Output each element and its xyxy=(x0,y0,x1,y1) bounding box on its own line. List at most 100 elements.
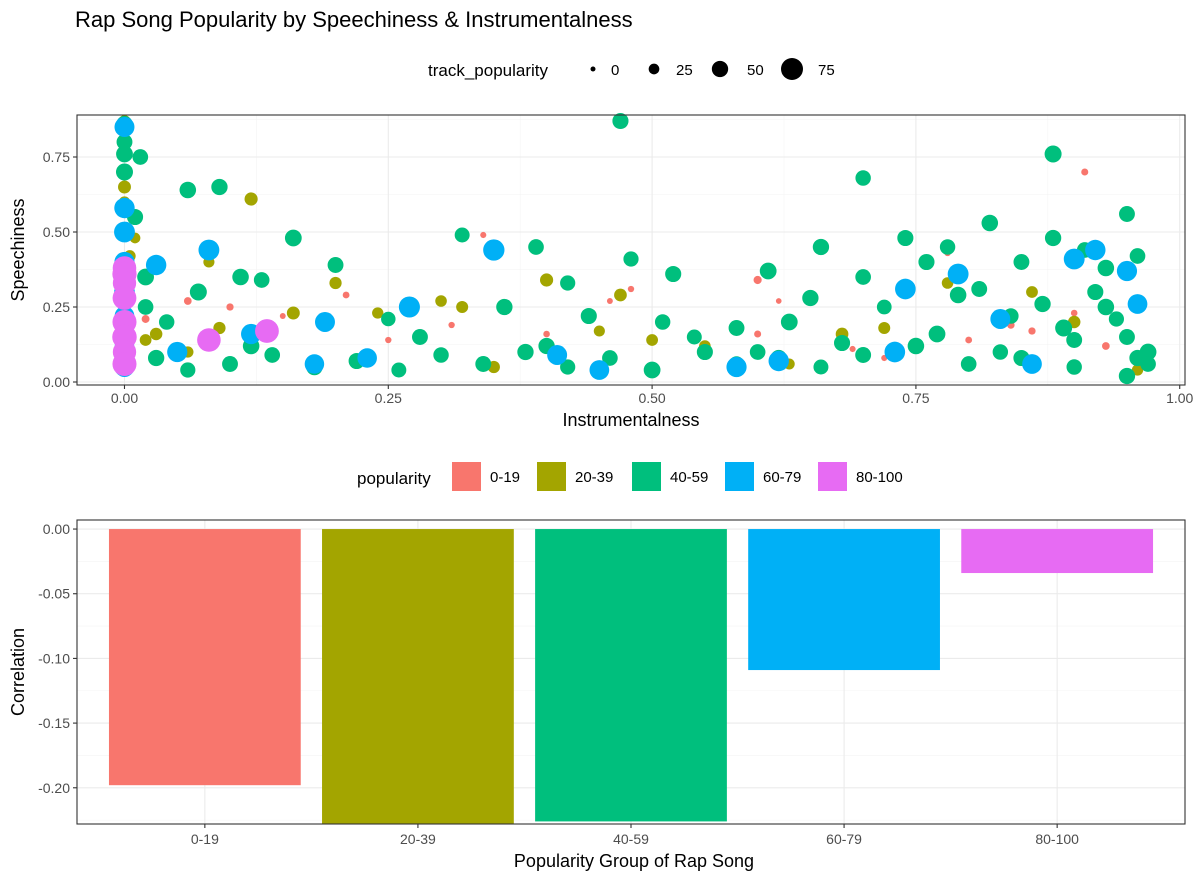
scatter-point-60-79 xyxy=(167,341,188,363)
scatter-point-40-59 xyxy=(686,329,702,345)
color-legend-key-80-100 xyxy=(818,462,847,491)
scatter-point-40-59 xyxy=(759,262,777,280)
scatter-x-tick-label: 1.00 xyxy=(1166,390,1193,406)
scatter-point-40-59 xyxy=(475,356,492,372)
scatter-point-80-100 xyxy=(112,286,137,310)
scatter-point-40-59 xyxy=(180,362,196,378)
scatter-point-60-79 xyxy=(114,117,135,137)
scatter-point-60-79 xyxy=(895,278,916,300)
scatter-point-20-39 xyxy=(540,273,554,287)
scatter-point-40-59 xyxy=(179,181,197,199)
scatter-point-40-59 xyxy=(981,214,999,232)
scatter-y-tick-label: 0.00 xyxy=(43,374,70,390)
scatter-point-40-59 xyxy=(189,283,207,301)
scatter-point-40-59 xyxy=(391,362,407,378)
scatter-point-40-59 xyxy=(232,268,249,286)
scatter-point-60-79 xyxy=(768,350,789,372)
scatter-point-40-59 xyxy=(137,299,154,315)
scatter-point-60-79 xyxy=(357,348,377,368)
scatter-point-40-59 xyxy=(802,289,819,307)
scatter-point-0-19 xyxy=(543,330,550,338)
scatter-point-40-59 xyxy=(1087,283,1104,301)
scatter-point-60-79 xyxy=(1022,354,1042,374)
scatter-point-40-59 xyxy=(1097,259,1115,277)
scatter-point-20-39 xyxy=(614,288,627,302)
scatter-point-40-59 xyxy=(222,356,238,372)
color-legend-key-20-39 xyxy=(537,462,566,491)
scatter-point-40-59 xyxy=(654,314,671,330)
scatter-point-40-59 xyxy=(1044,229,1062,247)
bar-80-100 xyxy=(961,529,1154,574)
bar-40-59 xyxy=(535,529,727,822)
color-legend-label-40-59: 40-59 xyxy=(670,469,708,486)
scatter-point-40-59 xyxy=(517,343,534,361)
size-legend-title: track_popularity xyxy=(428,61,549,80)
scatter-point-40-59 xyxy=(897,229,914,247)
scatter-point-0-19 xyxy=(183,297,192,305)
scatter-point-40-59 xyxy=(115,163,133,181)
scatter-point-60-79 xyxy=(114,221,135,243)
scatter-point-20-39 xyxy=(329,276,342,290)
color-legend-key-60-79 xyxy=(725,462,754,491)
color-legend-items: 0-19 20-39 40-59 60-79 80-100 xyxy=(452,462,903,491)
scatter-point-60-79 xyxy=(398,296,420,318)
scatter-point-40-59 xyxy=(907,337,925,355)
scatter-point-40-59 xyxy=(1066,359,1082,375)
scatter-point-0-19 xyxy=(1081,168,1089,176)
scatter-point-0-19 xyxy=(1101,342,1110,350)
scatter-point-40-59 xyxy=(876,299,892,315)
scatter-point-40-59 xyxy=(812,238,830,256)
size-legend-label-50: 50 xyxy=(747,62,764,79)
scatter-point-40-59 xyxy=(116,145,133,163)
color-legend-label-60-79: 60-79 xyxy=(763,469,801,486)
scatter-point-40-59 xyxy=(496,298,513,316)
color-legend-key-40-59 xyxy=(632,462,661,491)
scatter-point-0-19 xyxy=(1070,309,1078,317)
scatter-point-40-59 xyxy=(327,257,344,273)
scatter-point-40-59 xyxy=(381,311,396,327)
scatter-x-tick-label: 0.50 xyxy=(638,390,665,406)
scatter-point-60-79 xyxy=(1127,294,1148,314)
size-legend-items: 0 25 50 75 xyxy=(590,58,835,80)
scatter-point-40-59 xyxy=(1139,343,1157,361)
scatter-point-60-79 xyxy=(589,360,610,380)
scatter-point-40-59 xyxy=(855,269,871,285)
color-legend: popularity 0-19 20-39 40-59 60-79 80-100 xyxy=(357,462,903,491)
scatter-x-tick-label: 0.25 xyxy=(375,390,402,406)
scatter-point-0-19 xyxy=(775,298,782,304)
scatter-point-40-59 xyxy=(132,149,149,165)
scatter-point-40-59 xyxy=(612,112,629,130)
scatter-point-60-79 xyxy=(114,197,135,219)
scatter-point-60-79 xyxy=(145,254,167,276)
scatter-axes: 0.00 0.25 0.50 0.75 1.00 0.00 0.25 0.50 0.75 xyxy=(43,149,1194,406)
size-legend-label-75: 75 xyxy=(818,62,835,79)
bar-axes: 0.00 -0.05 -0.10 -0.15 -0.20 0-19 20-39 40-59 60… xyxy=(38,521,1079,847)
scatter-point-40-59 xyxy=(918,253,935,271)
scatter-point-40-59 xyxy=(1129,248,1146,264)
bar-x-tick-label: 60-79 xyxy=(826,831,862,847)
scatter-point-60-79 xyxy=(884,341,906,363)
scatter-point-20-39 xyxy=(1026,286,1038,298)
size-legend-dot-0 xyxy=(590,66,596,72)
scatter-point-40-59 xyxy=(454,227,470,243)
bar-y-tick-label: 0.00 xyxy=(43,521,70,537)
scatter-point-0-19 xyxy=(226,303,234,311)
scatter-point-40-59 xyxy=(1055,319,1073,337)
scatter-point-0-19 xyxy=(627,285,635,293)
bar-20-39 xyxy=(322,529,514,824)
scatter-point-20-39 xyxy=(149,327,163,341)
scatter-point-60-79 xyxy=(726,356,747,378)
scatter-y-tick-label: 0.25 xyxy=(43,299,70,315)
scatter-point-40-59 xyxy=(412,329,428,345)
size-legend-dot-75 xyxy=(781,58,803,80)
scatter-point-40-59 xyxy=(780,313,798,331)
scatter-x-axis-title: Instrumentalness xyxy=(562,410,699,430)
scatter-x-tick-label: 0.75 xyxy=(902,390,929,406)
bar-panel: 0.00 -0.05 -0.10 -0.15 -0.20 0-19 20-39 40-59 60… xyxy=(8,519,1186,871)
scatter-point-20-39 xyxy=(646,334,659,346)
scatter-point-0-19 xyxy=(849,345,856,353)
scatter-point-40-59 xyxy=(928,325,946,343)
scatter-point-40-59 xyxy=(253,272,270,288)
scatter-point-40-59 xyxy=(528,239,544,255)
